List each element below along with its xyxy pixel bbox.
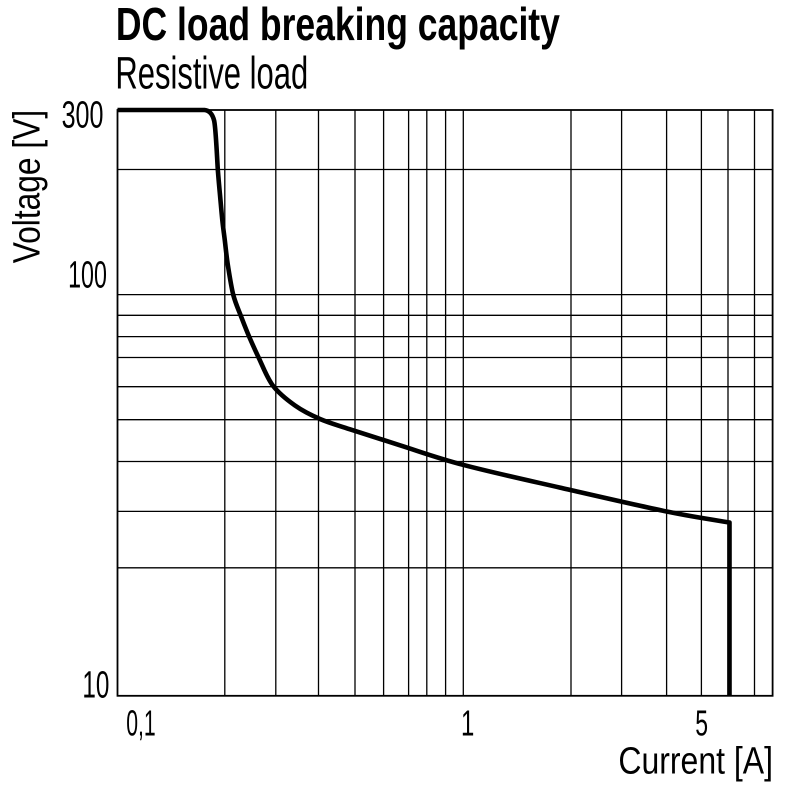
svg-text:Current [A]: Current [A]	[618, 741, 773, 783]
svg-text:DC load breaking capacity: DC load breaking capacity	[116, 0, 560, 50]
svg-text:1: 1	[461, 703, 474, 744]
svg-text:100: 100	[68, 254, 107, 296]
svg-text:5: 5	[695, 702, 708, 743]
svg-text:Resistive load: Resistive load	[115, 47, 308, 98]
svg-text:300: 300	[62, 94, 104, 136]
svg-text:10: 10	[82, 665, 109, 707]
svg-text:Voltage [V]: Voltage [V]	[7, 110, 49, 264]
svg-text:0,1: 0,1	[126, 703, 156, 744]
